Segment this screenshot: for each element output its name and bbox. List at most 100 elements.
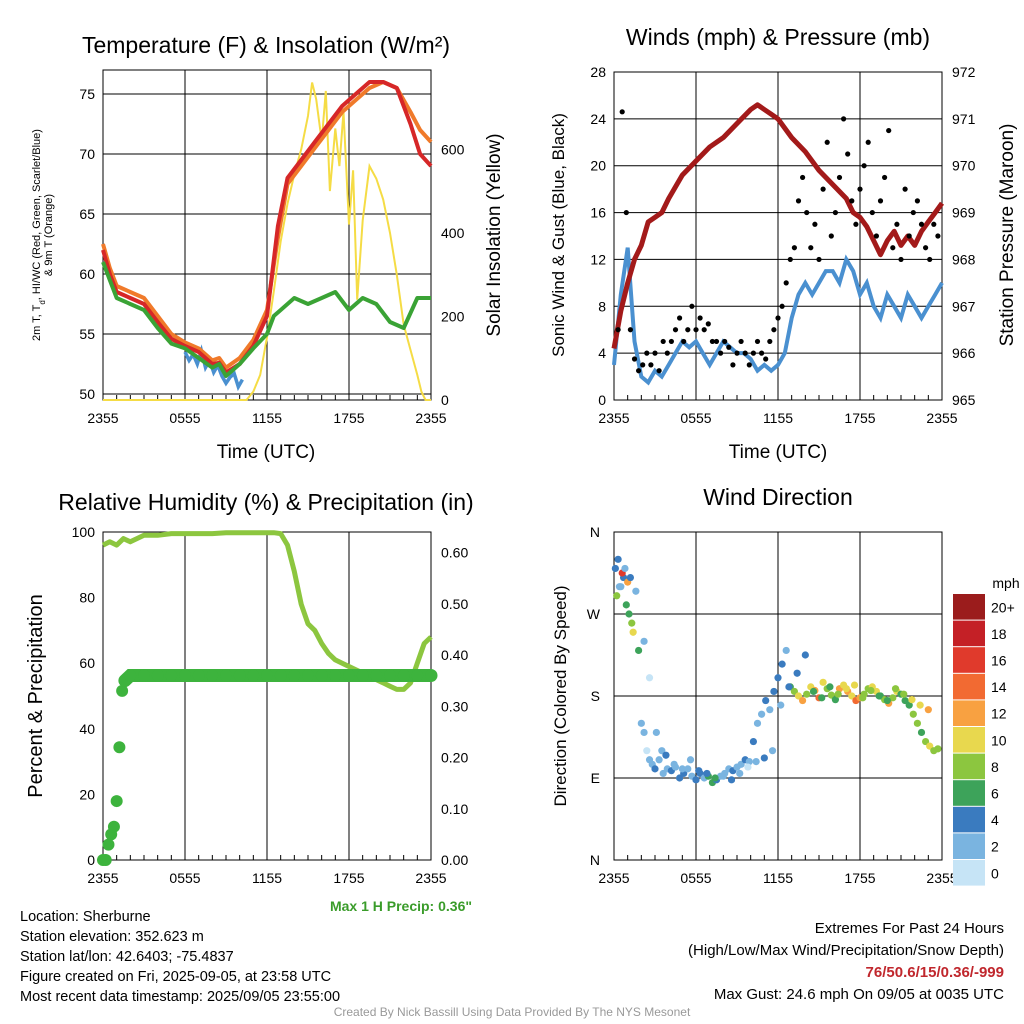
wdir-point [913, 719, 922, 727]
precip-ytick-label: 0.40 [441, 647, 468, 663]
rh-ytick-label: 20 [79, 786, 95, 802]
legend-swatch [953, 780, 985, 806]
solar-ytick-label: 400 [441, 225, 465, 241]
gust-point [636, 368, 642, 374]
precip-point [107, 820, 120, 833]
precip-point [425, 669, 437, 682]
gust-point [791, 245, 798, 251]
gust-point [853, 221, 859, 227]
wdir-point [850, 681, 859, 689]
wdir-ytick-label: N [590, 524, 600, 540]
precip-point [151, 669, 164, 682]
rh-xtick-label: 2355 [87, 870, 118, 886]
temp-ytick-label: 55 [79, 326, 95, 342]
wdir-point [736, 769, 744, 778]
gust-point [738, 338, 744, 345]
max-gust: Max Gust: 24.6 mph On 09/05 at 0035 UTC [713, 986, 1004, 1003]
gust-point [886, 127, 892, 134]
pressure-ytick-label: 968 [952, 251, 976, 267]
wdir-point [615, 583, 624, 591]
temp-series [101, 80, 433, 375]
legend-label: 20+ [991, 599, 1015, 615]
wdir-point [753, 719, 762, 727]
gust-point [906, 233, 912, 239]
solar-series [103, 82, 431, 401]
gust-point [935, 233, 941, 239]
wdir-xtick-label: 1155 [763, 870, 793, 886]
rh-xtick-label: 0555 [169, 870, 200, 886]
extremes-panel: Extremes For Past 24 Hours (High/Low/Max… [688, 918, 1004, 1006]
wind-chart-ylabel: Sonic Wind & Gust (Blue, Black) [549, 113, 568, 357]
extremes-values: 76/50.6/15/0.36/-999 [865, 964, 1004, 981]
gust-point [914, 198, 921, 204]
gust-point [804, 209, 810, 216]
wind-ytick-label: 28 [590, 64, 606, 80]
gust-point [718, 350, 724, 356]
wdir-xtick-label: 0555 [680, 870, 711, 886]
legend-swatch [953, 700, 985, 726]
gust-point [857, 186, 863, 192]
wind-ytick-label: 20 [590, 158, 606, 174]
gust-point [894, 221, 900, 227]
temp-chart-title: Temperature (F) & Insolation (W/m²) [82, 32, 450, 58]
gust-point [754, 338, 761, 345]
legend-swatch [953, 620, 985, 647]
wind-ytick-label: 8 [598, 298, 606, 314]
precip-point [220, 669, 232, 682]
wdir-point [711, 774, 719, 782]
gust-point [820, 186, 826, 192]
wdir-point [934, 745, 942, 753]
gust-point [615, 327, 621, 333]
gust-point [742, 350, 748, 356]
wind-ytick-label: 4 [598, 345, 606, 361]
wdir-point [692, 776, 700, 784]
gust-point [771, 327, 777, 333]
precip-point [315, 669, 328, 682]
wdir-point [744, 763, 752, 771]
temp-ytick-label: 60 [79, 266, 95, 282]
gust-point [734, 350, 740, 356]
gust-point [648, 362, 654, 368]
precip-point [274, 669, 287, 682]
wdir-point [640, 637, 648, 645]
wdir-xtick-label: 2355 [598, 870, 629, 886]
wdir-point [655, 756, 663, 764]
recent-timestamp: Most recent data timestamp: 2025/09/05 2… [20, 989, 341, 1005]
gust-point [681, 338, 687, 345]
gust-point [693, 327, 699, 333]
rh-xtick-label: 2355 [415, 870, 446, 886]
pressure-ytick-label: 970 [952, 158, 976, 174]
precip-point [343, 669, 355, 682]
wdir-point [924, 706, 932, 714]
temp-xtick-label: 0555 [169, 410, 200, 426]
legend-swatch [953, 833, 985, 859]
wdir-point [695, 767, 703, 775]
wdir-ytick-label: S [591, 688, 600, 704]
gust-point [927, 256, 933, 263]
precip-point [302, 669, 314, 682]
gust-point [779, 303, 785, 309]
wdir-point [652, 728, 660, 737]
station-info: Location: Sherburne Station elevation: 3… [20, 907, 340, 1007]
pressure-series [611, 102, 945, 349]
wdir-point [793, 669, 801, 677]
wdir-point [809, 687, 818, 696]
wdir-point [834, 690, 842, 698]
rh-ytick-label: 100 [72, 524, 96, 540]
wdir-point [762, 696, 770, 705]
t9m-series [101, 80, 433, 370]
wdir-point [637, 719, 645, 727]
wdir-point [632, 587, 640, 595]
solar-ytick-label: 600 [441, 141, 465, 157]
gust-point [767, 338, 773, 345]
wdir-xtick-label: 1755 [844, 870, 875, 886]
wdir-point [628, 619, 636, 627]
temp-xtick-label: 1155 [252, 410, 282, 426]
temp-ytick-label: 75 [79, 86, 95, 102]
credit-line: Created By Nick Bassill Using Data Provi… [333, 1005, 691, 1019]
gust-point [836, 174, 843, 181]
wdir-point [818, 694, 826, 702]
gust-point [795, 198, 802, 204]
legend-swatch [953, 727, 985, 753]
wdir-point [799, 696, 807, 705]
